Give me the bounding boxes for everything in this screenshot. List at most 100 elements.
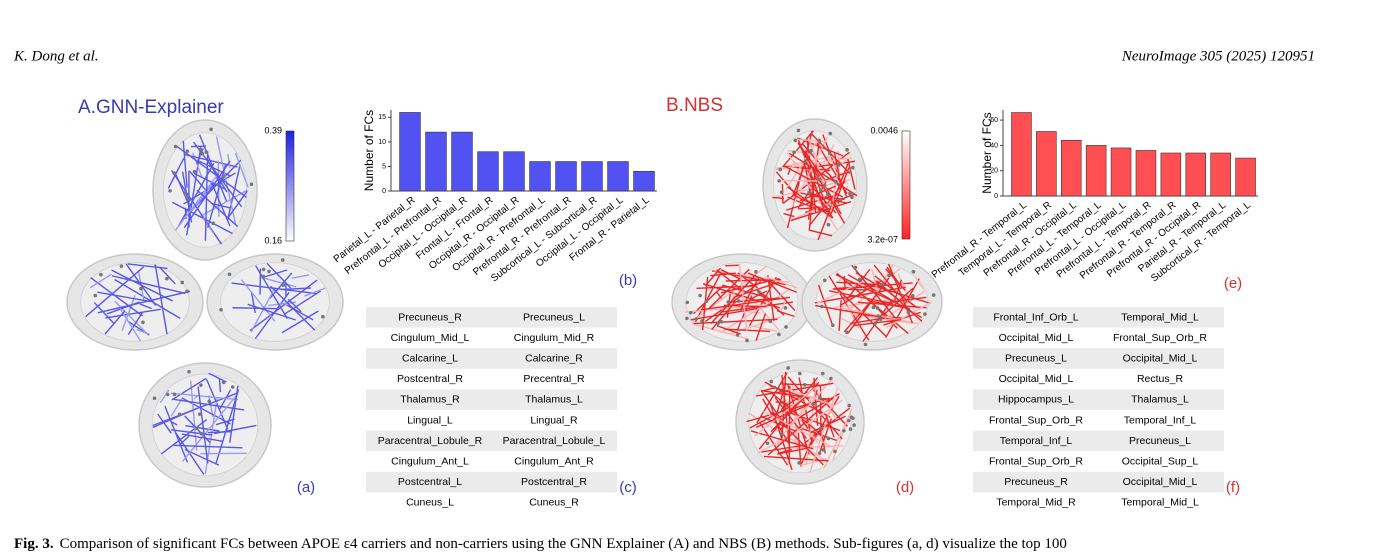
- table-cell: Lingual_L: [407, 414, 453, 426]
- brain-connection: [804, 407, 850, 444]
- brain-connection: [873, 264, 895, 291]
- brain-node: [209, 127, 213, 132]
- brain-connection: [691, 322, 749, 340]
- brain-node: [911, 294, 915, 298]
- brain-connection: [261, 269, 288, 279]
- table-cell: Occipital_Mid_L: [999, 332, 1074, 344]
- brain-connection: [784, 380, 832, 433]
- brain-connection: [798, 207, 816, 210]
- brain-connection: [139, 303, 152, 310]
- brain-connection: [874, 275, 918, 309]
- brain-connection: [847, 158, 856, 190]
- brain-node: [689, 310, 693, 315]
- brain-connection: [877, 296, 927, 305]
- brain-connection: [757, 438, 786, 454]
- brain-connection: [190, 380, 198, 451]
- brain-connection: [287, 298, 302, 313]
- brain-connection: [751, 325, 777, 332]
- brain-connection: [716, 269, 742, 290]
- brain-connection: [781, 183, 784, 204]
- table-cell: Temporal_Mid_R: [996, 497, 1076, 509]
- brain-node: [768, 319, 773, 324]
- brain-node: [828, 131, 833, 136]
- brain-connection: [219, 389, 232, 410]
- brain-connection: [175, 170, 222, 231]
- brain-connection: [756, 372, 788, 424]
- brain-inner: [748, 370, 852, 474]
- brain-node: [818, 396, 822, 400]
- brain-connection: [227, 164, 241, 220]
- brain-node: [200, 151, 205, 156]
- table-row-bg: [366, 348, 617, 369]
- brain-node: [694, 317, 699, 321]
- brain-node: [817, 139, 822, 143]
- brain-node: [280, 258, 285, 262]
- brain-connection: [97, 290, 191, 314]
- y-tick-label: 0: [382, 188, 386, 195]
- brain-connection: [710, 274, 757, 324]
- table-cell: Thalamus_L: [1131, 394, 1189, 406]
- brain-node: [850, 195, 854, 200]
- table-cell: Precuneus_R: [398, 311, 462, 323]
- brain-node: [119, 264, 124, 268]
- brain-node: [281, 283, 286, 287]
- brain-connection: [725, 264, 739, 267]
- brain-connection: [791, 136, 829, 208]
- brain-connection: [765, 275, 798, 289]
- table-cell: Thalamus_L: [525, 394, 583, 406]
- brain-connection: [755, 404, 809, 428]
- table-cell: Occipital_Sup_L: [1122, 455, 1199, 467]
- brain-connection: [797, 137, 844, 157]
- brain-connection: [777, 447, 807, 455]
- y-axis-label: Number of FCs: [362, 110, 376, 191]
- brain-node: [820, 371, 825, 376]
- brain-node: [180, 280, 185, 285]
- brain-node: [931, 293, 936, 297]
- brain-connection: [183, 160, 231, 229]
- brain-node: [93, 293, 98, 298]
- brain-connection: [89, 273, 112, 289]
- brain-connection: [843, 300, 873, 333]
- brain-connection: [825, 414, 835, 438]
- brain-node: [777, 332, 781, 337]
- brain-connection: [786, 152, 838, 231]
- brain-connection: [742, 310, 761, 314]
- brain-node: [204, 150, 209, 154]
- y-tick-label: 60: [990, 117, 998, 124]
- brain-connection: [776, 310, 795, 318]
- brain-connection: [114, 300, 147, 334]
- brain-render: [66, 253, 204, 351]
- brain-node: [261, 274, 266, 279]
- brain-connection: [800, 145, 826, 181]
- brain-node: [197, 412, 202, 416]
- brain-node: [829, 376, 833, 381]
- brain-node: [817, 451, 822, 456]
- panel-label: (e): [1224, 275, 1242, 292]
- brain-connection: [809, 387, 838, 473]
- brain-node: [185, 196, 189, 201]
- brain-node: [842, 428, 846, 433]
- brain-node: [846, 418, 851, 423]
- brain-connection: [193, 172, 227, 190]
- brain-node: [152, 396, 157, 401]
- brain-render: [206, 253, 344, 351]
- brain-node: [826, 192, 830, 197]
- brain-connection: [761, 387, 774, 392]
- brain-connection: [266, 263, 292, 289]
- brain-node: [802, 383, 807, 387]
- brain-connection: [750, 430, 814, 450]
- panel-label: (d): [896, 479, 914, 496]
- table-cell: Postcentral_R: [397, 373, 463, 385]
- brain-connection: [260, 276, 297, 288]
- brain-connection: [797, 432, 802, 467]
- brain-connection: [725, 279, 782, 282]
- table-cell: Precuneus_L: [1129, 435, 1191, 447]
- brain-connection: [781, 371, 787, 438]
- y-tick-label: 40: [990, 142, 998, 149]
- brain-node: [821, 448, 825, 452]
- brain-connection: [807, 139, 821, 220]
- brain-node: [823, 278, 827, 283]
- bar: [503, 151, 525, 192]
- brain-connection: [247, 303, 296, 321]
